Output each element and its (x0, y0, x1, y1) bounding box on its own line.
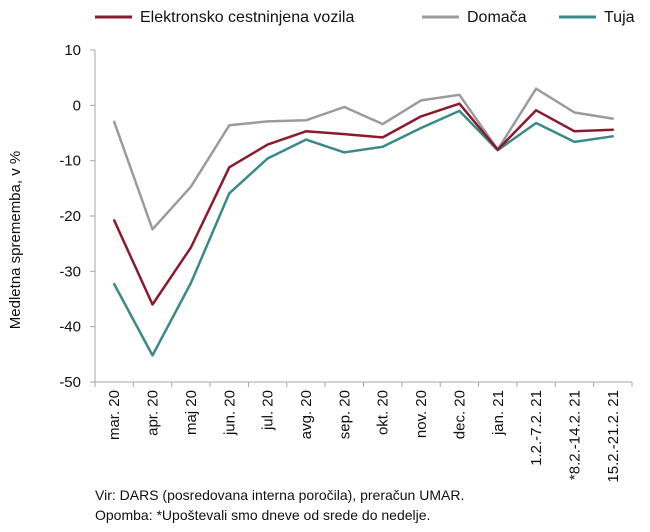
x-tick-label: avg. 20 (298, 390, 315, 439)
legend-label-tuja: Tuja (604, 9, 635, 26)
x-tick-label: jan. 21 (490, 390, 507, 436)
x-tick-label: jul. 20 (260, 390, 277, 431)
x-tick-label: sep. 20 (336, 390, 353, 439)
series-layer (112, 87, 615, 357)
y-tick-label: -10 (59, 153, 81, 170)
series-line-doma-a (112, 87, 615, 231)
x-tick-label: mar. 20 (106, 390, 123, 440)
remark-note: Opomba: *Upoštevali smo dneve od srede d… (95, 507, 431, 523)
legend: Elektronsko cestninjena vozila Domača Tuja (95, 9, 635, 26)
y-tick-label: 0 (73, 97, 81, 114)
y-axis-label: Medletna sprememba, v % (7, 151, 24, 329)
legend-label-doma-a: Domača (467, 9, 527, 26)
x-tick-label: apr. 20 (145, 390, 162, 436)
x-tick-label: nov. 20 (413, 390, 430, 438)
y-tick-label: -50 (59, 374, 81, 391)
x-tick-label: *8.2.-14.2. 21 (566, 390, 583, 480)
y-tick-label: -40 (59, 319, 81, 336)
x-tick-label: 1.2.-7.2. 21 (528, 390, 545, 466)
y-tick-label: -20 (59, 208, 81, 225)
x-tick-label: dec. 20 (451, 390, 468, 439)
series-line-elektronsko-cestninjena-vozila (112, 102, 615, 306)
axes: 10 0 -10 -20 -30 -40 -50 mar. 20 apr. 20 maj 20 ju… (59, 42, 633, 483)
y-tick-label: 10 (64, 42, 81, 59)
source-note: Vir: DARS (posredovana interna poročila)… (95, 487, 465, 503)
x-tick-label: okt. 20 (375, 390, 392, 435)
legend-label-elektronsko-cestninjena-vozila: Elektronsko cestninjena vozila (140, 9, 354, 26)
series-line-tuja (112, 109, 615, 357)
x-tick-label: maj 20 (183, 390, 200, 435)
x-tick-label: jun. 20 (221, 390, 238, 436)
x-tick-label: 15.2.-21.2. 21 (605, 390, 622, 483)
y-tick-label: -30 (59, 263, 81, 280)
